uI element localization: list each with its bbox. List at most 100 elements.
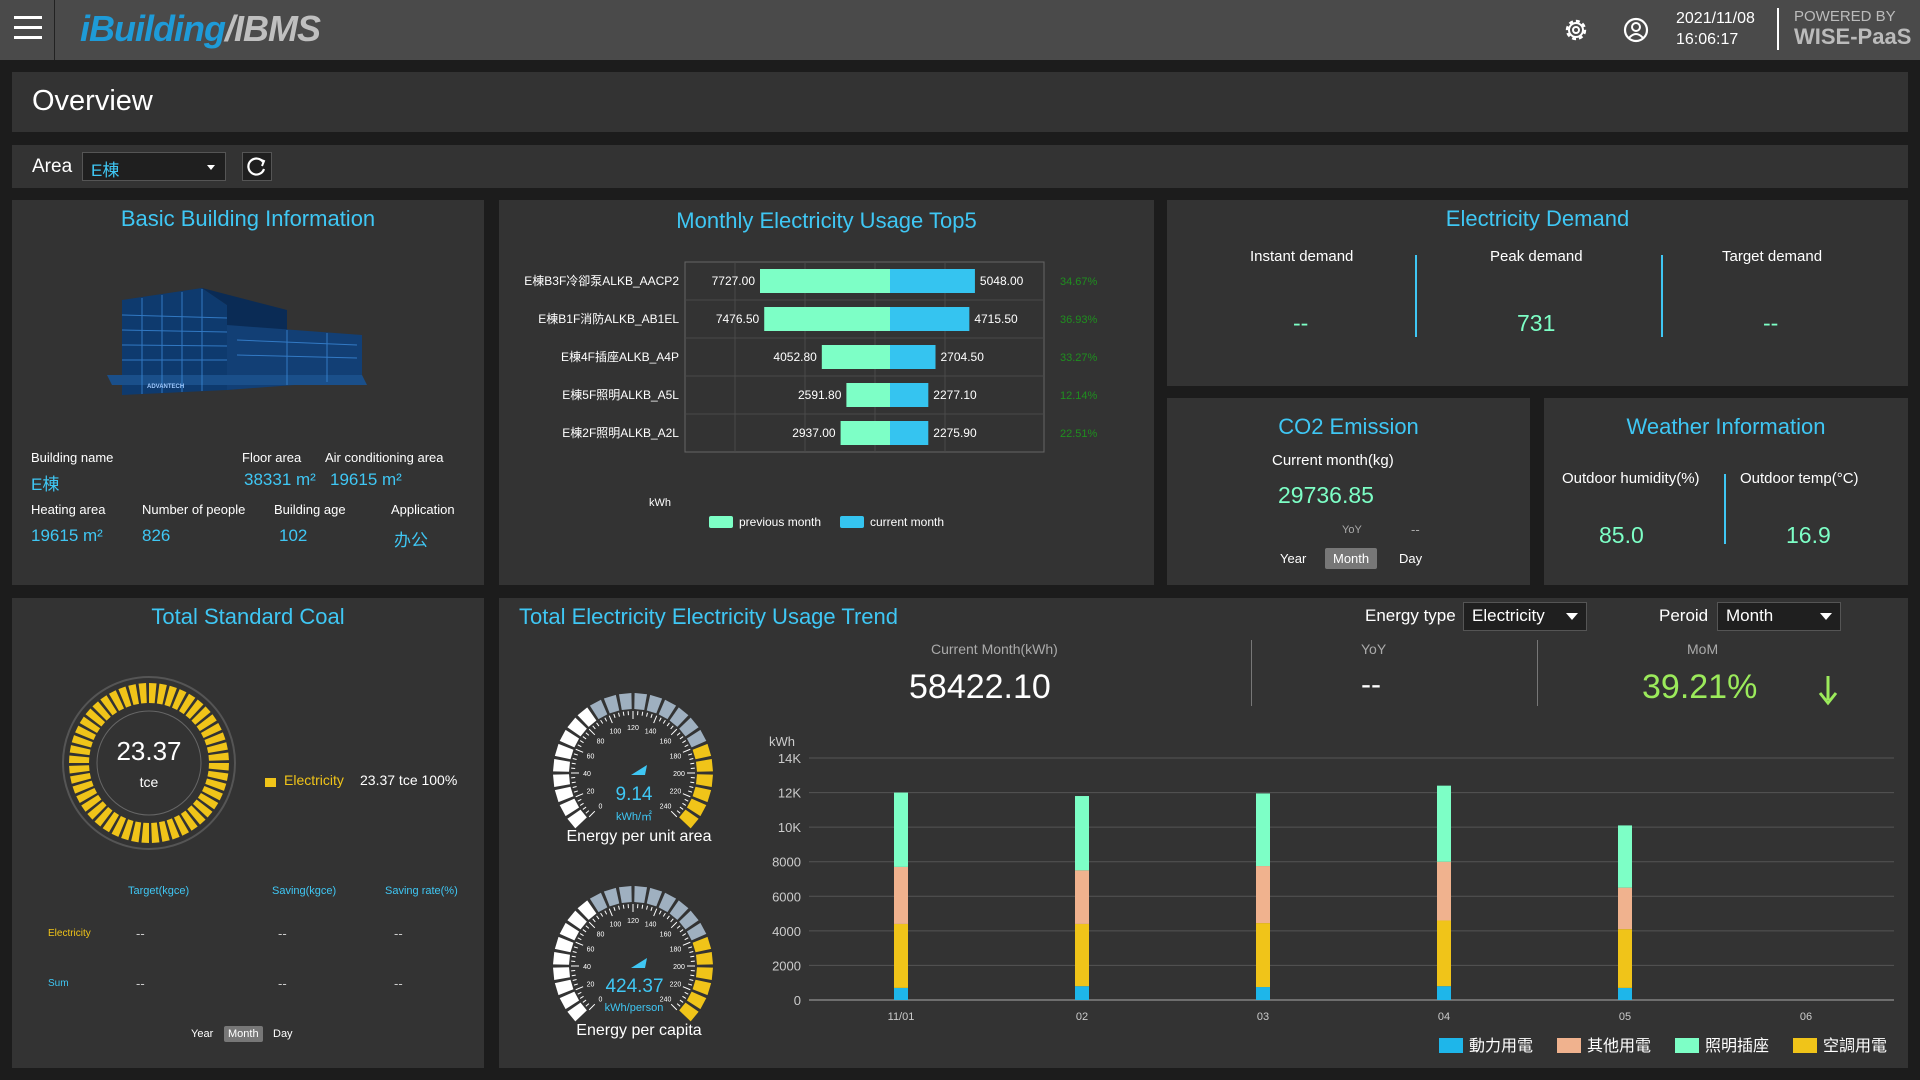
ac-area-label: Air conditioning area xyxy=(325,450,444,465)
x-tick-label: 03 xyxy=(1257,1011,1269,1023)
top5-prev-label: 7727.00 xyxy=(712,274,756,288)
gauge-band-segment xyxy=(658,699,677,720)
coal-gauge-segment xyxy=(149,683,157,704)
trend-bar-segment xyxy=(1075,923,1089,987)
gauge-band-segment xyxy=(679,910,699,930)
top5-prev-label: 7476.50 xyxy=(716,312,760,326)
ac-area-value: 19615 m² xyxy=(330,470,402,489)
gauge-tick xyxy=(684,744,689,748)
col-rate-header: Saving rate(%) xyxy=(385,885,458,897)
coal-year-button[interactable]: Year xyxy=(191,1028,214,1040)
gauge-tick xyxy=(670,918,674,923)
weather-panel: Weather Information Outdoor humidity(%) … xyxy=(1544,398,1908,585)
top5-unit: kWh xyxy=(649,497,671,509)
gauge-tick xyxy=(658,717,662,722)
gauge-tick xyxy=(684,937,689,941)
gauge-band-segment xyxy=(669,900,689,920)
coal-gauge-segment xyxy=(121,819,134,841)
coal-gauge-segment xyxy=(69,745,91,756)
trend-title: Total Electricity Electricity Usage Tren… xyxy=(519,604,899,629)
gauge-tick xyxy=(575,793,584,798)
top5-bar-cur xyxy=(890,421,929,445)
refresh-button[interactable] xyxy=(242,152,272,181)
trend-bar-segment xyxy=(1618,987,1632,1000)
gauge-tick-label: 40 xyxy=(583,771,591,778)
gauge-band-segment xyxy=(589,699,608,720)
gauge-tick xyxy=(573,983,578,986)
gauge-band-segment xyxy=(567,809,587,829)
coal-gauge-segment xyxy=(206,742,228,753)
co2-panel: CO2 Emission Current month(kg) 29736.85 … xyxy=(1167,398,1530,585)
energy-type-select[interactable]: Electricity xyxy=(1463,602,1587,631)
gauge-band-segment xyxy=(559,729,580,748)
co2-month-button[interactable]: Month xyxy=(1325,548,1378,569)
gauge-tick xyxy=(575,748,584,753)
y-tick-label: 10K xyxy=(778,820,801,835)
gauge-band-segment xyxy=(686,798,707,817)
trend-legend-swatch xyxy=(1439,1038,1463,1053)
gauge-band-segment xyxy=(559,991,580,1010)
user-icon[interactable] xyxy=(1622,16,1650,49)
gauge-band-segment xyxy=(554,936,574,953)
top5-category-label: E棟5F照明ALKB_A5L xyxy=(562,387,679,402)
x-tick-label: 11/01 xyxy=(888,1011,915,1023)
gauge-tick xyxy=(573,946,578,949)
y-axis-unit: kWh xyxy=(769,734,795,749)
gauge-band-segment xyxy=(567,1002,587,1022)
peak-demand-label: Peak demand xyxy=(1490,248,1583,265)
area-select[interactable]: E棟 xyxy=(82,152,226,181)
gauge-band-segment xyxy=(603,694,620,714)
floor-area-value: 38331 m² xyxy=(244,470,316,489)
gauge-tick xyxy=(646,712,648,717)
application-label: Application xyxy=(391,502,455,517)
y-tick-label: 0 xyxy=(794,993,801,1008)
y-tick-label: 14K xyxy=(778,751,801,766)
coal-day-button[interactable]: Day xyxy=(273,1028,293,1040)
chevron-down-icon xyxy=(1566,613,1578,620)
header-time: 16:06:17 xyxy=(1676,31,1739,48)
floor-area-label: Floor area xyxy=(242,450,302,465)
gauge-band-segment xyxy=(618,886,632,903)
gauge-tick xyxy=(588,921,596,929)
gauge-tick-label: 180 xyxy=(670,753,682,760)
trend-bar-segment xyxy=(1437,861,1451,921)
gauge-tick-label: 200 xyxy=(673,771,685,778)
gauge-band-segment xyxy=(692,936,712,953)
coal-gauge-segment xyxy=(138,683,147,704)
energy-type-label: Energy type xyxy=(1365,606,1456,625)
co2-day-button[interactable]: Day xyxy=(1399,551,1423,566)
gauge-tick xyxy=(604,910,608,915)
gauge-tick xyxy=(588,810,596,818)
period-select[interactable]: Month xyxy=(1717,602,1841,631)
coal-month-button[interactable]: Month xyxy=(224,1026,263,1042)
target-demand-label: Target demand xyxy=(1722,248,1823,265)
age-value: 102 xyxy=(279,526,308,545)
co2-yoy-value: -- xyxy=(1411,522,1420,537)
x-tick-label: 06 xyxy=(1800,1011,1812,1023)
co2-year-button[interactable]: Year xyxy=(1280,551,1307,566)
coal-gauge-segment xyxy=(166,818,180,840)
top5-panel: Monthly Electricity Usage Top5 E棟B3F冷卻泵A… xyxy=(499,200,1154,585)
co2-title: CO2 Emission xyxy=(1278,414,1419,439)
people-value: 826 xyxy=(142,526,171,545)
humidity-label: Outdoor humidity(%) xyxy=(1562,470,1700,487)
menu-icon[interactable] xyxy=(14,16,42,40)
top5-bar-cur xyxy=(890,307,970,331)
settings-icon[interactable] xyxy=(1562,16,1590,49)
top5-frame xyxy=(684,261,1045,453)
gauge-tick xyxy=(585,732,590,736)
coal-gauge-segment xyxy=(200,723,222,739)
gauge-tick xyxy=(689,786,694,788)
x-tick-label: 04 xyxy=(1438,1011,1450,1023)
coal-gauge-segment xyxy=(118,686,132,708)
gauge-tick-label: 160 xyxy=(660,738,672,745)
x-tick-label: 02 xyxy=(1076,1011,1088,1023)
gauge-tick xyxy=(588,1003,596,1011)
top5-bar-prev xyxy=(760,269,890,293)
gauge-tick xyxy=(608,715,613,724)
area-label: Area xyxy=(32,156,73,177)
weather-title: Weather Information xyxy=(1626,414,1826,439)
legend-cur-swatch xyxy=(840,516,864,528)
table-row: Electricity -- -- -- xyxy=(48,926,403,941)
col-saving-header: Saving(kgce) xyxy=(272,885,337,897)
